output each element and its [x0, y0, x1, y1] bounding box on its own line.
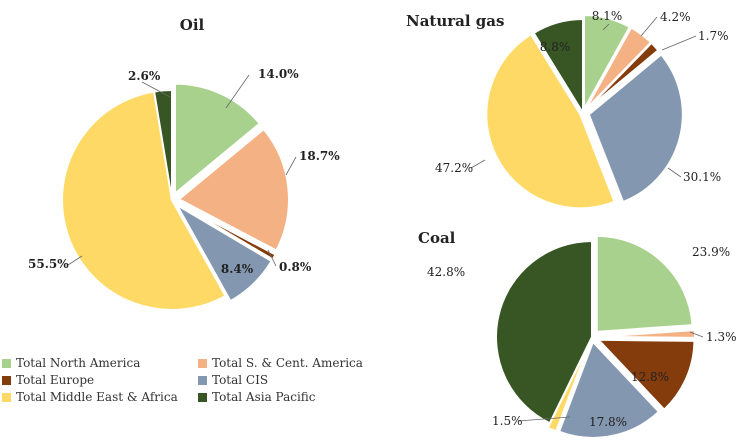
coal-slice-asia-pacific — [495, 239, 593, 425]
natural-gas-leader-sc-america — [640, 16, 658, 37]
coal-slice-north-america — [595, 234, 694, 333]
oil-pie-chart: Oil 14.0% 18.7% 0.8% 8.4% 55.5% 2.6% — [28, 16, 340, 311]
oil-label-cis: 8.4% — [221, 262, 254, 276]
coal-leader-middle-east-africa — [517, 416, 571, 422]
coal-label-europe: 12.8% — [631, 370, 669, 384]
legend-label: Total North America — [16, 356, 141, 370]
oil-leader-europe — [267, 249, 277, 267]
natural-gas-slice-asia-pacific — [532, 17, 584, 117]
oil-slice-north-america — [173, 82, 262, 196]
oil-label-sc-america: 18.7% — [299, 149, 340, 163]
natural-gas-slice-north-america — [583, 14, 632, 113]
coal-slices — [495, 234, 696, 439]
coal-label-middle-east-africa: 1.5% — [492, 414, 523, 428]
coal-pie-chart: Coal 23.9% 1.3% 12.8% 17.8% 1.5% 42.8% — [418, 229, 737, 439]
coal-leader-lines — [517, 331, 704, 422]
legend-item-asia-pacific: Total Asia Pacific — [198, 390, 388, 404]
natural-gas-slice-middle-east-africa — [485, 32, 616, 210]
oil-label-europe: 0.8% — [279, 260, 312, 274]
oil-slice-cis — [174, 202, 273, 303]
natural-gas-pie-chart: Natural gas 8.1% 4.2% 1.7% 30.1% 47.2% 8… — [406, 9, 729, 210]
natural-gas-chart-title: Natural gas — [406, 12, 504, 30]
natural-gas-leader-middle-east-africa — [470, 159, 486, 169]
gas-label-cis: 30.1% — [683, 170, 721, 184]
oil-label-asia-pacific: 2.6% — [128, 69, 161, 83]
coal-label-cis: 17.8% — [589, 415, 627, 429]
legend-item-north-america: Total North America — [2, 356, 198, 370]
natural-gas-leader-north-america — [602, 23, 610, 31]
gas-label-middle-east-africa: 47.2% — [435, 161, 473, 175]
coal-label-north-america: 23.9% — [692, 245, 730, 259]
legend-swatch — [198, 358, 207, 368]
legend-swatch — [2, 358, 11, 368]
legend-item-cis: Total CIS — [198, 373, 388, 387]
chart-legend: Total North America Total S. & Cent. Ame… — [2, 356, 390, 404]
gas-label-asia-pacific: 8.8% — [540, 40, 571, 54]
legend-label: Total Asia Pacific — [212, 390, 316, 404]
oil-leader-middle-east-africa — [67, 255, 83, 266]
oil-leader-asia-pacific — [141, 81, 171, 98]
gas-label-sc-america: 4.2% — [660, 10, 691, 24]
coal-leader-sc-america — [689, 331, 704, 338]
legend-label: Total Europe — [16, 373, 95, 387]
oil-slice-sc-america — [177, 127, 290, 252]
oil-label-north-america: 14.0% — [258, 67, 299, 81]
natural-gas-leader-europe — [661, 35, 697, 51]
natural-gas-leader-cis — [667, 167, 682, 178]
legend-swatch — [198, 375, 207, 385]
gas-label-north-america: 8.1% — [592, 9, 623, 23]
coal-chart-title: Coal — [418, 229, 456, 247]
natural-gas-slices — [485, 14, 684, 210]
legend-item-sc-america: Total S. & Cent. America — [198, 356, 388, 370]
legend-label: Total S. & Cent. America — [212, 356, 363, 370]
coal-slice-cis — [557, 340, 661, 439]
oil-slice-asia-pacific — [152, 88, 173, 201]
coal-slice-europe — [596, 338, 696, 412]
coal-label-sc-america: 1.3% — [706, 330, 737, 344]
oil-leader-north-america — [225, 74, 250, 109]
natural-gas-leader-lines — [470, 16, 697, 178]
legend-item-middle-east-africa: Total Middle East & Africa — [2, 390, 198, 404]
natural-gas-slice-europe — [585, 41, 660, 112]
oil-chart-title: Oil — [180, 16, 205, 34]
natural-gas-slice-cis — [587, 53, 684, 204]
oil-label-middle-east-africa: 55.5% — [28, 257, 69, 271]
legend-label: Total Middle East & Africa — [16, 390, 178, 404]
legend-swatch — [2, 392, 11, 402]
oil-slices — [61, 82, 290, 311]
oil-slice-middle-east-africa — [61, 90, 227, 311]
coal-label-asia-pacific: 42.8% — [427, 265, 465, 279]
legend-item-europe: Total Europe — [2, 373, 198, 387]
legend-swatch — [2, 375, 11, 385]
oil-leader-lines — [67, 74, 297, 267]
legend-label: Total CIS — [212, 373, 269, 387]
legend-swatch — [198, 392, 207, 402]
gas-label-europe: 1.7% — [698, 29, 729, 43]
oil-leader-sc-america — [285, 156, 297, 176]
